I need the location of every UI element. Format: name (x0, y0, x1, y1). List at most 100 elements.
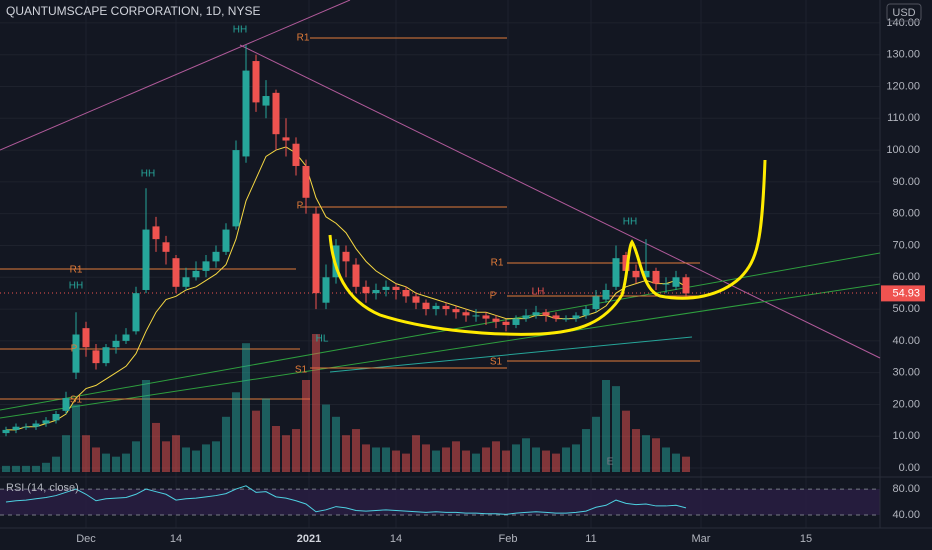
candle-body (2, 429, 10, 434)
volume-bar (672, 453, 680, 472)
x-tick-label: Mar (692, 533, 711, 545)
candle-body (372, 289, 380, 294)
y-tick-label: 100.00 (886, 144, 920, 156)
candle-body (252, 61, 260, 103)
candle-body (32, 423, 40, 427)
last-price-tag (881, 285, 925, 302)
volume-bar (92, 447, 100, 472)
volume-bar (612, 386, 620, 472)
candle-body (552, 315, 560, 319)
volume-bar (312, 334, 320, 472)
candle-body (162, 242, 170, 252)
volume-bar (292, 429, 300, 472)
candle-body (172, 258, 180, 287)
candle-body (542, 312, 550, 316)
plot: 0.00 10.00 20.00 30.00 40.00 50.00 60.00 70.00 8… (0, 17, 925, 545)
volume-bar (572, 444, 580, 472)
volume-bar (32, 465, 40, 472)
volume-bar (602, 380, 610, 472)
volume-bar (412, 435, 420, 472)
volume-bar (232, 392, 240, 472)
candle-body (452, 309, 460, 313)
candle-body (582, 309, 590, 316)
candle-body (572, 315, 580, 319)
volume-bar (352, 429, 360, 472)
volume-bar (22, 465, 30, 472)
volume-bar (132, 441, 140, 472)
candle-body (272, 92, 280, 135)
candle-body (302, 165, 310, 198)
annotation: R1 (297, 33, 310, 44)
volume-bar (652, 438, 660, 472)
candle-body (132, 293, 140, 332)
volume-bar (432, 450, 440, 472)
candle-body (562, 318, 570, 320)
hand-drawn-curve (328, 159, 767, 336)
candle-body (402, 289, 410, 297)
volume-bar (502, 450, 510, 472)
x-tick-label: Dec (76, 533, 96, 545)
volume-bar (342, 435, 350, 472)
candle-body (492, 318, 500, 322)
y-tick-label: 30.00 (892, 367, 920, 379)
annotation: HH (141, 169, 155, 180)
x-tick-label: 14 (170, 533, 182, 545)
candle-body (232, 150, 240, 227)
candle-body (682, 277, 690, 294)
volume-bar (362, 444, 370, 472)
volume-bar (682, 456, 690, 472)
volume-bar (262, 398, 270, 472)
volume-bar (102, 453, 110, 472)
candle-body (182, 277, 190, 287)
volume-bar (52, 456, 60, 472)
y-tick-label: 110.00 (887, 112, 920, 124)
candle-body (432, 305, 440, 310)
candle-body (122, 334, 130, 341)
volume-bar (142, 380, 150, 472)
candle-body (512, 318, 520, 325)
candle-body (322, 277, 330, 303)
candle-body (22, 426, 30, 428)
volume-bar (372, 447, 380, 472)
annotation: HH (69, 281, 83, 292)
candle-body (342, 251, 350, 262)
volume-bar (552, 453, 560, 472)
y-tick-label: 60.00 (892, 271, 920, 283)
y-tick-label: 50.00 (892, 303, 920, 315)
y-tick-label: 130.00 (886, 49, 920, 61)
candle-body (472, 315, 480, 317)
volume-bar (382, 447, 390, 472)
candle-body (222, 229, 230, 252)
annotation: P (297, 201, 304, 212)
candle-body (192, 270, 200, 278)
volume-bar (472, 453, 480, 472)
volume-bar (542, 450, 550, 472)
y-tick-label: 120.00 (886, 80, 920, 92)
candle-body (12, 426, 20, 430)
candle-body (482, 315, 490, 319)
volume-bar (42, 462, 50, 472)
candle-body (652, 270, 660, 284)
annotation: S1 (490, 357, 503, 368)
volume-bar (62, 435, 70, 472)
volume-bar (322, 404, 330, 472)
candle-body (602, 289, 610, 300)
annotation: P (71, 344, 78, 355)
annotation: S1 (295, 365, 308, 376)
volume-bar (222, 416, 230, 472)
volume-bar (582, 429, 590, 472)
candle-body (642, 270, 650, 278)
volume-bar (112, 456, 120, 472)
candle-body (152, 226, 160, 240)
trend-line (0, 0, 351, 151)
x-tick-label: 14 (390, 533, 402, 545)
volume-bar (182, 447, 190, 472)
candle-body (672, 277, 680, 287)
volume-bar (12, 465, 20, 472)
y-tick-label: 70.00 (892, 239, 920, 251)
annotation: HH (233, 25, 247, 36)
volume-bar (252, 410, 260, 472)
volume-bar (2, 465, 10, 472)
volume-bar (392, 450, 400, 472)
